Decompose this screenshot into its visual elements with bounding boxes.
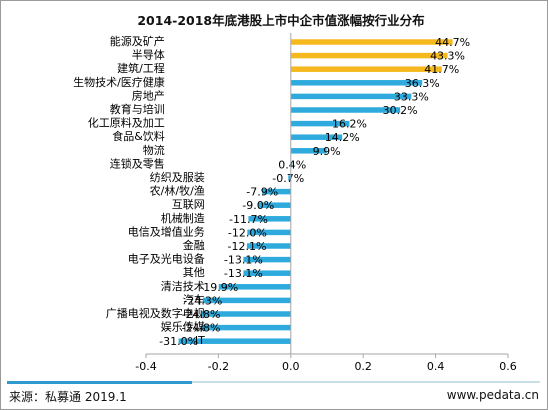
bar-2 xyxy=(290,66,442,72)
category-label: 其他 xyxy=(183,266,205,279)
footer-divider xyxy=(7,381,540,383)
value-label: -12.1% xyxy=(228,240,267,253)
category-label: 半导体 xyxy=(132,48,165,62)
bar-12 xyxy=(258,202,291,208)
value-label: 30.2% xyxy=(383,104,418,117)
bar-10 xyxy=(288,175,291,181)
bar-21 xyxy=(201,324,291,331)
category-label: 建筑/工程 xyxy=(117,61,165,75)
bar-4 xyxy=(290,93,412,100)
chart-title: 2014-2018年底港股上市中企市值涨幅按行业分布 xyxy=(137,13,425,28)
value-label: 43.3% xyxy=(430,50,465,63)
value-label: -24.8% xyxy=(182,308,221,321)
source-note: 来源：私募通 2019.1 xyxy=(9,390,127,404)
value-label: 44.7% xyxy=(435,36,470,49)
category-label: 清洁技术 xyxy=(161,280,205,293)
category-label: 生物技术/医疗健康 xyxy=(73,75,165,89)
category-label: 食品&饮料 xyxy=(112,129,165,143)
value-label: -12.0% xyxy=(228,226,267,239)
bar-8 xyxy=(290,148,327,154)
category-label: 房地产 xyxy=(132,88,165,102)
category-label: IT xyxy=(195,334,205,347)
x-tick-label: 0.4 xyxy=(427,360,445,373)
x-tick-label: -0.2 xyxy=(208,360,229,373)
bar-13 xyxy=(248,216,291,222)
category-label: 电信及增值业务 xyxy=(128,224,205,238)
value-label: -24.3% xyxy=(183,294,222,307)
category-label: 连锁及零售 xyxy=(110,156,165,170)
footer-divider-accent xyxy=(7,381,192,384)
category-label: 化工原料及加工 xyxy=(88,116,165,130)
value-label: -13.1% xyxy=(224,254,263,267)
bar-7 xyxy=(290,134,343,140)
value-label: -9.0% xyxy=(242,199,274,212)
bar-15 xyxy=(246,243,291,249)
bar-20 xyxy=(201,311,291,317)
bar-3 xyxy=(290,80,423,86)
value-label: 9.9% xyxy=(313,145,341,158)
bar-14 xyxy=(247,229,291,236)
category-label: 电子及光电设备 xyxy=(128,252,205,266)
bar-19 xyxy=(202,297,291,304)
bar-5 xyxy=(290,107,401,113)
category-label: 广播电视及数字电视 xyxy=(106,306,205,320)
category-label: 农/林/牧/渔 xyxy=(150,184,205,198)
value-label: -24.8% xyxy=(182,322,221,335)
value-label: -0.7% xyxy=(272,172,304,185)
category-label: 能源及矿产 xyxy=(110,34,165,48)
bar-1 xyxy=(290,52,448,59)
x-tick-label: 0.6 xyxy=(499,360,517,373)
category-label: 娱乐传媒 xyxy=(161,320,205,334)
value-label: -31.0% xyxy=(159,335,198,348)
value-label: -7.9% xyxy=(246,186,278,199)
site-url: www.pedata.cn xyxy=(446,388,539,402)
bar-17 xyxy=(243,270,291,276)
x-tick-label: 0.0 xyxy=(282,360,300,373)
bar-6 xyxy=(290,120,350,127)
x-tick-label: 0.2 xyxy=(354,360,372,373)
category-label: 纺织及服装 xyxy=(150,170,205,184)
bar-18 xyxy=(218,284,291,290)
value-label: 0.4% xyxy=(278,158,306,171)
value-label: -11.7% xyxy=(229,213,268,226)
value-label: 36.3% xyxy=(405,77,440,90)
category-label: 金融 xyxy=(183,238,205,252)
value-label: 33.3% xyxy=(394,90,429,103)
category-label: 汽车 xyxy=(183,292,205,306)
value-label: -13.1% xyxy=(224,267,263,280)
value-label: 14.2% xyxy=(325,131,360,144)
bar-22 xyxy=(178,338,291,344)
bar-0 xyxy=(290,39,453,45)
bar-chart: 2014-2018年底港股上市中企市值涨幅按行业分布 能源及矿产 44.7% 半导体… xyxy=(73,13,517,373)
category-label: 教育与培训 xyxy=(110,102,165,116)
value-label: 41.7% xyxy=(424,63,459,76)
value-label: -19.9% xyxy=(199,281,238,294)
value-label: 16.2% xyxy=(332,118,367,131)
category-label: 机械制造 xyxy=(161,211,205,225)
category-label: 互联网 xyxy=(172,198,205,211)
bar-11 xyxy=(262,188,291,195)
category-label: 物流 xyxy=(143,143,165,157)
bar-16 xyxy=(243,256,291,263)
x-tick-label: -0.4 xyxy=(135,360,156,373)
bar-9 xyxy=(290,161,293,168)
